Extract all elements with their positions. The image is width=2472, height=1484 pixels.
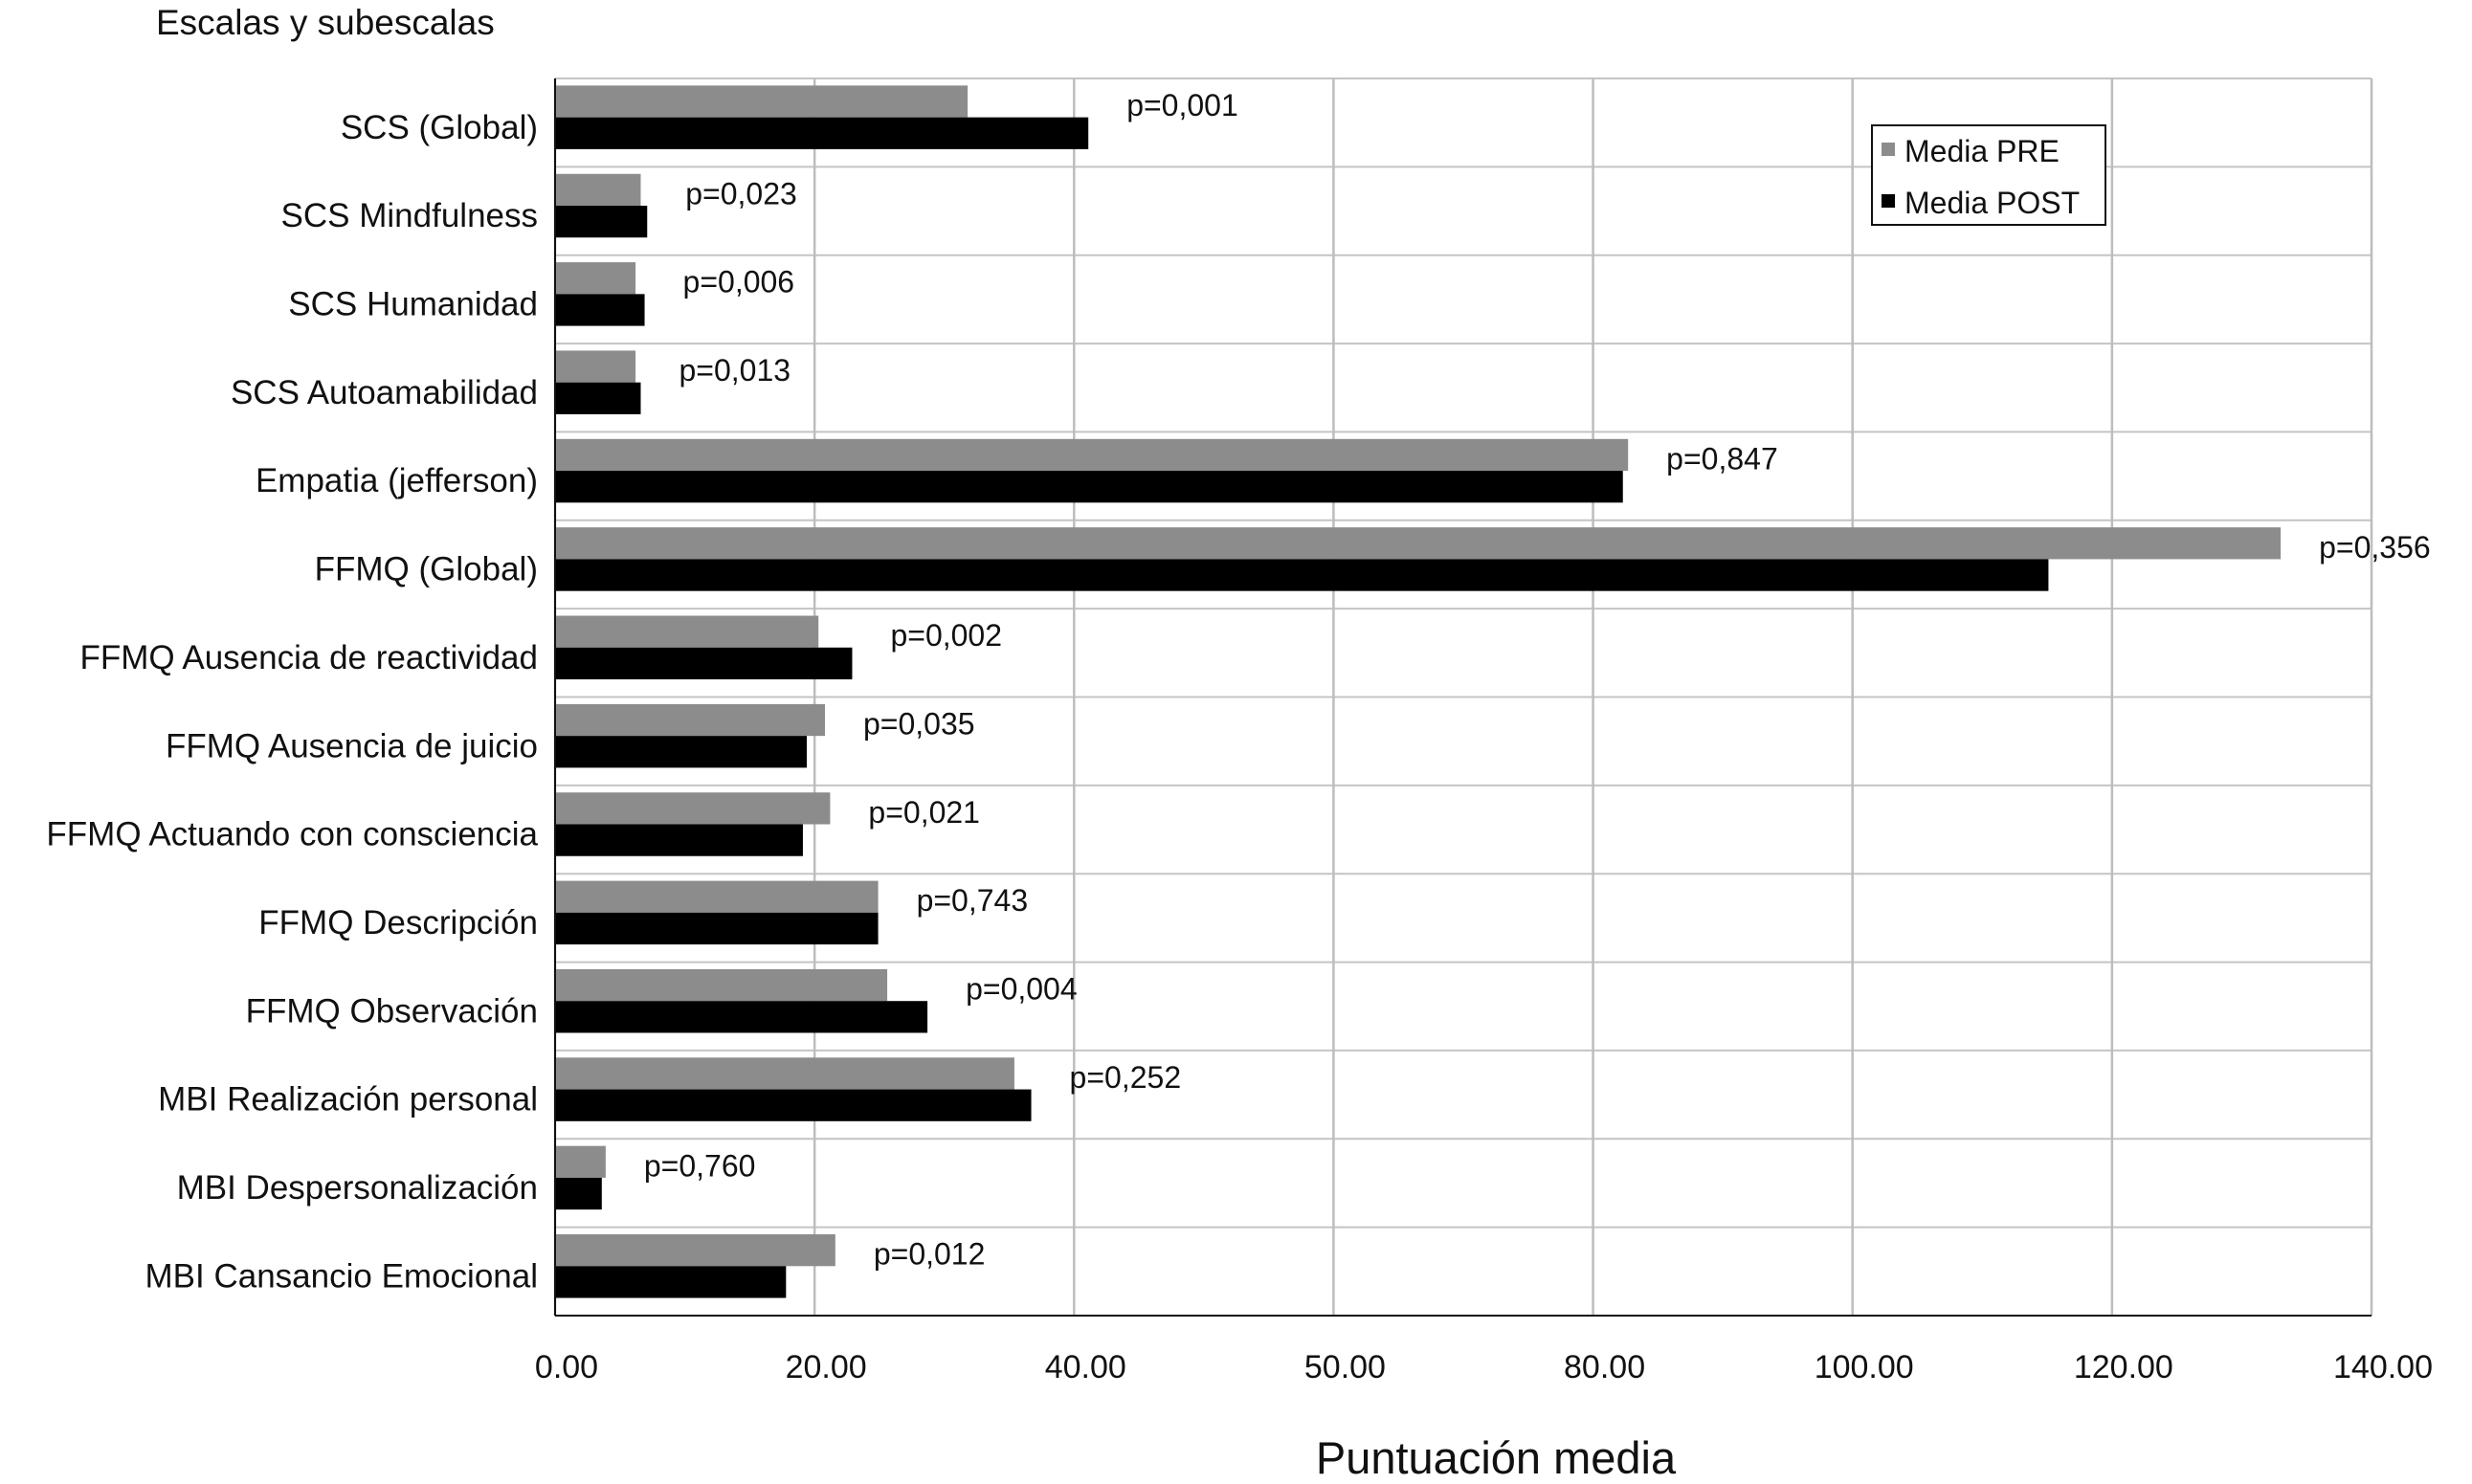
bar-post — [555, 205, 648, 238]
legend-label-post: Media POST — [1904, 186, 2080, 220]
axes: 0.00 20.00 40.00 50.00 80.00 100.00 120.00 140.… — [46, 78, 2433, 1385]
bar-pre — [555, 880, 879, 913]
bars — [555, 85, 2282, 1298]
bar-pre — [555, 703, 825, 737]
bar-post — [555, 647, 853, 680]
bar-post — [555, 824, 803, 856]
y-tick-label: FFMQ Actuando con consciencia — [46, 816, 538, 853]
labels: p=0,001 p=0,023 p=0,006 p=0,013 p=0,847 p=0,3… — [644, 88, 2431, 1272]
x-tick-label: 20.00 — [786, 1349, 867, 1385]
y-tick-label: MBI Cansancio Emocional — [145, 1257, 538, 1295]
p-value-label: p=0,035 — [863, 706, 975, 741]
x-tick-label: 0.00 — [535, 1349, 598, 1385]
x-tick-label: 80.00 — [1564, 1349, 1645, 1385]
bar-post — [555, 736, 808, 768]
legend-label-pre: Media PRE — [1904, 134, 2060, 168]
y-tick-label: SCS Mindfulness — [281, 197, 538, 234]
p-value-label: p=0,760 — [644, 1148, 756, 1183]
p-value-label: p=0,013 — [679, 353, 791, 388]
bar-pre — [555, 615, 819, 648]
bar-post — [555, 1266, 787, 1298]
y-axis-title: Escalas y subescalas — [156, 3, 495, 42]
bar-pre — [555, 527, 2282, 560]
p-value-label: p=0,006 — [683, 265, 795, 299]
y-tick-label: SCS Autoamabilidad — [231, 374, 538, 411]
y-tick-label: SCS (Global) — [341, 109, 538, 146]
y-tick-label: MBI Realización personal — [158, 1081, 538, 1119]
p-value-label: p=0,012 — [874, 1237, 986, 1272]
bar-post — [555, 471, 1623, 503]
bar-post — [555, 382, 641, 414]
x-tick-label: 120.00 — [2074, 1349, 2173, 1385]
x-axis-title: Puntuación media — [1316, 1432, 1677, 1483]
x-tick-label: 140.00 — [2333, 1349, 2433, 1385]
bar-pre — [555, 438, 1629, 472]
x-tick-label: 100.00 — [1815, 1349, 1914, 1385]
p-value-label: p=0,001 — [1126, 88, 1238, 122]
legend-swatch-pre — [1882, 143, 1895, 156]
y-tick-label: FFMQ (Global) — [315, 551, 538, 588]
bar-post — [555, 559, 2049, 591]
bar-post — [555, 1177, 602, 1210]
bar-pre — [555, 262, 636, 295]
bar-post — [555, 912, 879, 945]
x-tick-label: 50.00 — [1304, 1349, 1386, 1385]
p-value-label: p=0,002 — [890, 618, 1002, 653]
p-value-label: p=0,252 — [1070, 1060, 1182, 1095]
p-value-label: p=0,023 — [685, 176, 797, 210]
bar-post — [555, 117, 1089, 149]
y-tick-label: MBI Despersonalización — [177, 1169, 538, 1207]
y-tick-label: FFMQ Descripción — [258, 904, 538, 941]
legend: Media PRE Media POST — [1871, 124, 2106, 226]
bar-pre — [555, 1234, 835, 1267]
bar-pre — [555, 1145, 606, 1178]
y-tick-label: SCS Humanidad — [288, 286, 538, 323]
bar-post — [555, 294, 645, 326]
x-tick-label: 40.00 — [1045, 1349, 1126, 1385]
bar-post — [555, 1089, 1032, 1121]
bar-pre — [555, 173, 641, 206]
p-value-label: p=0,847 — [1666, 441, 1778, 476]
p-value-label: p=0,743 — [917, 883, 1029, 918]
y-tick-label: Empatia (jefferson) — [256, 462, 538, 499]
bar-pre — [555, 1057, 1014, 1090]
legend-swatch-post — [1882, 194, 1895, 208]
y-tick-label: FFMQ Ausencia de juicio — [166, 727, 538, 764]
p-value-label: p=0,004 — [966, 972, 1078, 1007]
bar-pre — [555, 792, 831, 825]
y-tick-label: FFMQ Ausencia de reactividad — [79, 639, 538, 676]
bar-post — [555, 1001, 928, 1033]
bar-pre — [555, 350, 636, 383]
gridlines — [553, 78, 2373, 1317]
p-value-label: p=0,021 — [868, 795, 980, 830]
p-value-label: p=0,356 — [2319, 530, 2431, 565]
bar-pre — [555, 968, 888, 1002]
bar-pre — [555, 85, 969, 118]
legend-box — [1871, 124, 2106, 226]
y-tick-label: FFMQ Observación — [246, 992, 538, 1030]
